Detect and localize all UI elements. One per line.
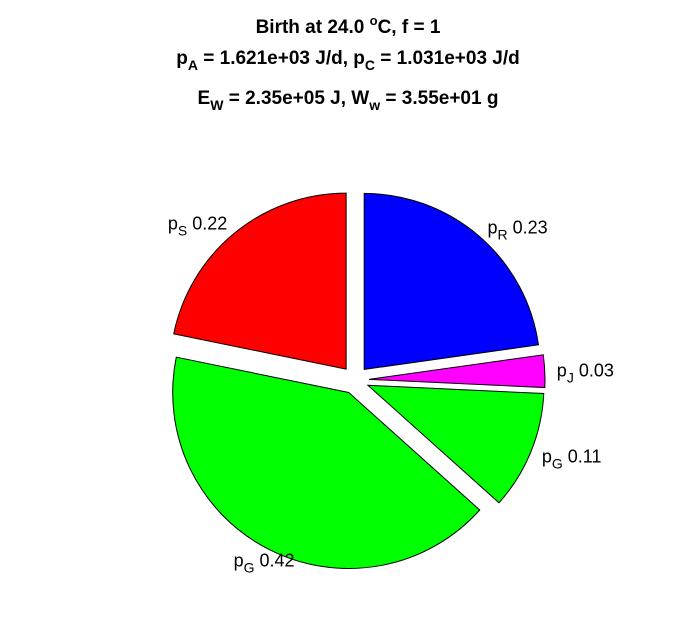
pie-slice-pr-0 [363, 192, 540, 371]
slice-label-1: pJ 0.03 [557, 361, 614, 386]
slice-label-2: pG 0.11 [542, 447, 602, 472]
pie-slice-pg-2 [366, 384, 545, 504]
slice-label-3: pG 0.42 [234, 550, 295, 575]
slice-label-0: pR 0.23 [488, 218, 548, 243]
title-line-1: Birth at 24.0 oC, f = 1 [256, 13, 441, 38]
pie-slice-pj-1 [368, 354, 546, 389]
title-line-3: EW = 2.35e+05 J, Ww = 3.55e+01 g [198, 88, 499, 113]
pie-slice-pg-3 [172, 356, 481, 569]
pie-slices [172, 192, 546, 569]
chart-title: Birth at 24.0 oC, f = 1 pA = 1.621e+03 J… [176, 13, 520, 113]
slice-label-4: pS 0.22 [168, 214, 227, 239]
pie-slice-ps-4 [173, 192, 347, 370]
pie-labels: pR 0.23 pJ 0.03 pG 0.11 pG 0.42 pS 0.22 [168, 214, 614, 576]
title-line-2: pA = 1.621e+03 J/d, pC = 1.031e+03 J/d [176, 48, 520, 73]
